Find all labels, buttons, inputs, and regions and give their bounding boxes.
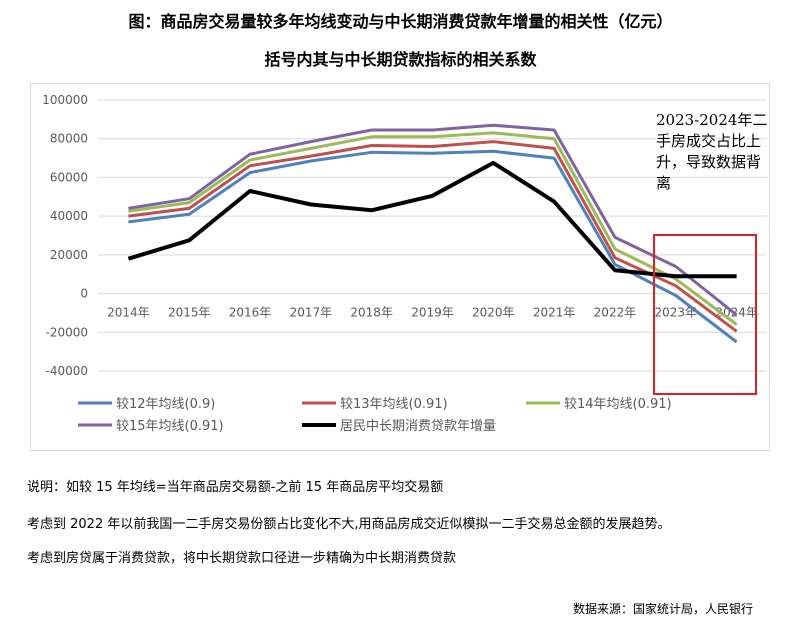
note-assumption: 考虑到 2022 年以前我国一二手房交易份额占比变化不大,用商品房成交近似模拟一… — [27, 517, 671, 532]
legend-label: 较13年均线(0.91) — [340, 397, 448, 412]
x-tick-label: 2015年 — [168, 306, 211, 320]
x-tick-label: 2020年 — [472, 306, 515, 320]
x-tick-label: 2018年 — [350, 306, 393, 320]
series-line — [127, 160, 737, 279]
chart-subtitle: 括号内其与中长期贷款指标的相关系数 — [264, 50, 537, 69]
y-tick-label: -20000 — [45, 325, 88, 339]
series-line — [128, 123, 738, 317]
x-tick-label: 2022年 — [594, 306, 637, 320]
y-tick-label: 80000 — [50, 132, 88, 146]
y-tick-label: 100000 — [42, 93, 88, 107]
y-tick-label: 0 — [80, 287, 88, 301]
note-loan-scope: 考虑到房贷属于消费贷款，将中长期贷款口径进一步精确为中长期消费贷款 — [27, 551, 457, 566]
line-chart: -40000 -20000 0 20000 40000 60000 80000 100000 2… — [42, 93, 767, 434]
series-line — [128, 149, 738, 344]
legend-label: 较12年均线(0.9) — [116, 397, 215, 412]
x-tick-label: 2023年 — [654, 306, 697, 320]
legend-label: 较15年均线(0.91) — [116, 419, 224, 434]
legend-label: 居民中长期消费贷款年增量 — [340, 419, 496, 434]
series-line — [128, 140, 738, 333]
note-explanation: 说明：如较 15 年均线=当年商品房交易额-之前 15 年商品房平均交易额 — [27, 480, 444, 495]
y-tick-label: 60000 — [50, 170, 88, 184]
series-line — [128, 131, 738, 326]
x-tick-label: 2016年 — [229, 306, 272, 320]
highlight-box — [653, 234, 757, 395]
x-tick-label: 2019年 — [411, 306, 454, 320]
x-tick-label: 2014年 — [107, 306, 150, 320]
y-tick-label: -40000 — [45, 364, 88, 378]
x-tick-label: 2017年 — [290, 306, 333, 320]
y-tick-label: 20000 — [50, 248, 88, 262]
legend-label: 较14年均线(0.91) — [564, 397, 672, 412]
annotation-text: 2023-2024年二手房成交占比上升，导致数据背离 — [656, 111, 768, 192]
chart-title: 图：商品房交易量较多年均线变动与中长期消费贷款年增量的相关性（亿元） — [128, 12, 673, 31]
x-tick-label: 2021年 — [533, 306, 576, 320]
y-tick-label: 40000 — [50, 209, 88, 223]
data-source: 数据来源：国家统计局，人民银行 — [572, 602, 753, 616]
chart-frame — [30, 83, 770, 451]
